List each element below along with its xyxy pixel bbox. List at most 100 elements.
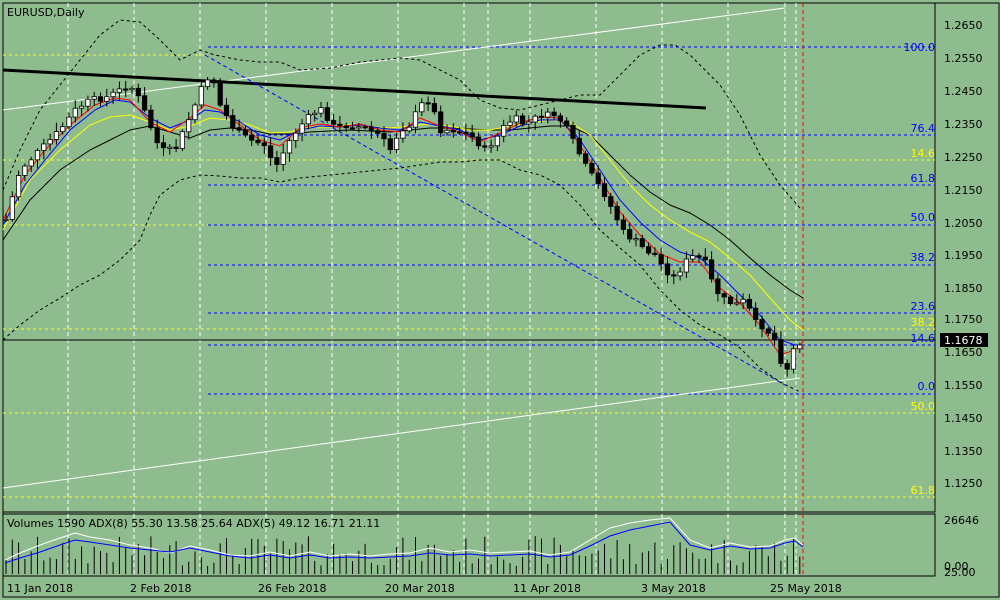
bear-candle[interactable] — [721, 293, 727, 298]
bear-candle[interactable] — [274, 157, 280, 165]
bull-candle[interactable] — [513, 115, 519, 123]
bear-candle[interactable] — [765, 328, 771, 334]
bear-candle[interactable] — [368, 126, 375, 132]
bear-candle[interactable] — [538, 115, 545, 118]
bear-candle[interactable] — [601, 183, 608, 197]
bear-candle[interactable] — [261, 142, 267, 147]
bull-candle[interactable] — [204, 79, 211, 88]
bear-candle[interactable] — [242, 129, 248, 136]
bull-candle[interactable] — [60, 126, 66, 133]
bull-candle[interactable] — [790, 348, 797, 370]
bull-candle[interactable] — [356, 126, 362, 129]
bull-candle[interactable] — [116, 88, 122, 93]
bear-candle[interactable] — [759, 319, 765, 330]
bear-candle[interactable] — [475, 136, 482, 147]
bear-candle[interactable] — [123, 88, 129, 91]
bull-candle[interactable] — [633, 238, 639, 241]
bull-candle[interactable] — [179, 131, 185, 149]
bull-candle[interactable] — [545, 111, 551, 118]
bull-candle[interactable] — [419, 102, 425, 113]
bear-candle[interactable] — [343, 125, 349, 129]
bear-candle[interactable] — [230, 115, 236, 129]
bear-candle[interactable] — [141, 95, 148, 111]
bear-candle[interactable] — [255, 139, 261, 144]
bear-candle[interactable] — [349, 127, 356, 130]
bull-candle[interactable] — [34, 150, 41, 161]
bear-candle[interactable] — [576, 137, 582, 155]
bear-candle[interactable] — [431, 103, 438, 113]
bull-candle[interactable] — [444, 129, 450, 134]
bear-candle[interactable] — [715, 278, 721, 295]
bull-candle[interactable] — [72, 107, 78, 118]
bull-candle[interactable] — [400, 130, 406, 139]
bull-candle[interactable] — [312, 112, 318, 115]
bull-candle[interactable] — [41, 143, 47, 151]
bull-candle[interactable] — [15, 175, 22, 198]
bear-candle[interactable] — [148, 109, 154, 129]
bull-candle[interactable] — [690, 255, 696, 260]
bull-candle[interactable] — [167, 146, 173, 149]
bear-candle[interactable] — [375, 130, 381, 134]
bear-candle[interactable] — [671, 274, 677, 277]
bull-candle[interactable] — [532, 115, 538, 123]
bear-candle[interactable] — [135, 87, 141, 97]
bull-candle[interactable] — [286, 140, 293, 154]
bull-candle[interactable] — [198, 86, 204, 106]
bear-candle[interactable] — [160, 142, 167, 149]
bull-candle[interactable] — [406, 126, 412, 132]
bear-candle[interactable] — [753, 307, 759, 320]
bear-candle[interactable] — [236, 127, 242, 131]
bear-candle[interactable] — [173, 146, 179, 149]
bull-candle[interactable] — [47, 139, 53, 145]
bear-candle[interactable] — [469, 132, 475, 138]
bear-candle[interactable] — [589, 162, 595, 174]
bull-candle[interactable] — [110, 91, 116, 98]
bear-candle[interactable] — [463, 131, 469, 134]
bear-candle[interactable] — [772, 332, 778, 340]
bull-candle[interactable] — [9, 196, 15, 220]
bear-candle[interactable] — [223, 104, 230, 116]
bear-candle[interactable] — [330, 120, 337, 125]
black-resistance-trendline[interactable] — [2, 68, 707, 110]
bear-candle[interactable] — [324, 107, 330, 121]
bull-candle[interactable] — [129, 87, 135, 91]
bear-candle[interactable] — [702, 256, 708, 261]
bull-candle[interactable] — [28, 159, 34, 167]
bull-candle[interactable] — [79, 105, 85, 109]
bear-candle[interactable] — [583, 153, 589, 164]
bear-candle[interactable] — [450, 129, 456, 133]
bear-candle[interactable] — [614, 205, 620, 221]
bull-candle[interactable] — [412, 111, 419, 128]
bear-candle[interactable] — [746, 298, 753, 309]
bear-candle[interactable] — [595, 172, 601, 185]
bear-candle[interactable] — [97, 96, 104, 102]
bear-candle[interactable] — [652, 252, 658, 256]
lower-white-trendline[interactable] — [2, 377, 801, 489]
bear-candle[interactable] — [627, 229, 633, 240]
bull-candle[interactable] — [797, 344, 803, 350]
bull-candle[interactable] — [299, 123, 305, 134]
bull-candle[interactable] — [293, 132, 299, 141]
bull-candle[interactable] — [526, 121, 532, 125]
bear-candle[interactable] — [425, 102, 431, 105]
bear-candle[interactable] — [658, 254, 664, 265]
bear-candle[interactable] — [551, 111, 557, 117]
bull-candle[interactable] — [22, 165, 28, 176]
bear-candle[interactable] — [482, 145, 488, 148]
bull-candle[interactable] — [192, 104, 198, 121]
fibonacci-blue-lines[interactable] — [208, 46, 935, 395]
bull-candle[interactable] — [3, 218, 9, 221]
bear-candle[interactable] — [249, 134, 255, 141]
bull-candle[interactable] — [91, 96, 97, 100]
bear-candle[interactable] — [456, 131, 463, 134]
bear-candle[interactable] — [620, 219, 627, 230]
bear-candle[interactable] — [154, 127, 160, 144]
bear-candle[interactable] — [267, 145, 274, 159]
bull-candle[interactable] — [683, 258, 690, 273]
bear-candle[interactable] — [217, 82, 223, 106]
bear-candle[interactable] — [337, 123, 343, 127]
bull-candle[interactable] — [85, 98, 91, 107]
bull-candle[interactable] — [393, 137, 400, 151]
bull-candle[interactable] — [734, 302, 740, 305]
